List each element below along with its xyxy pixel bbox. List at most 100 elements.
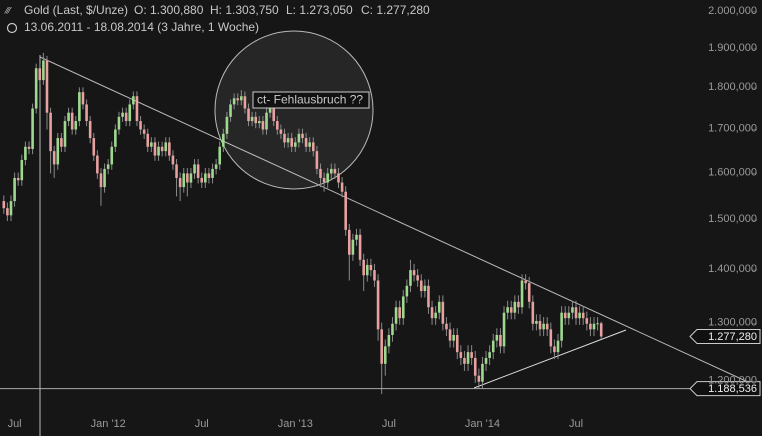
candle-body bbox=[311, 142, 315, 152]
candle-body bbox=[592, 323, 596, 330]
y-tick-label: 1.300,000 bbox=[708, 317, 757, 329]
candle-body bbox=[304, 138, 308, 147]
candle-body bbox=[329, 168, 333, 174]
candle-body bbox=[110, 146, 114, 165]
candle-body bbox=[391, 323, 394, 335]
price-marker-box bbox=[689, 329, 761, 345]
candle-body bbox=[218, 146, 222, 165]
x-tick-label: Jan '13 bbox=[278, 418, 313, 430]
candle-body bbox=[74, 121, 78, 130]
y-tick-label: 1.400,000 bbox=[708, 263, 757, 275]
candle-body bbox=[571, 307, 574, 313]
candle-body bbox=[283, 133, 286, 143]
candle-body bbox=[452, 334, 455, 341]
y-tick-label: 1.600,000 bbox=[708, 166, 757, 178]
candle-body bbox=[164, 142, 168, 152]
price-markers: 1.277,280 1.188,536 bbox=[0, 329, 761, 397]
candle-body bbox=[207, 173, 211, 178]
candle-body bbox=[272, 108, 276, 122]
candle-body bbox=[455, 334, 459, 353]
candle-body bbox=[499, 334, 502, 347]
ohlc-open: O: 1.300,880 bbox=[134, 3, 204, 17]
candle-body bbox=[243, 96, 247, 109]
candle-body bbox=[168, 142, 171, 156]
candle-body bbox=[63, 121, 67, 147]
candle-body bbox=[477, 375, 481, 382]
candle-body bbox=[38, 68, 42, 81]
candle-body bbox=[473, 357, 477, 376]
candle-body bbox=[236, 98, 240, 101]
y-tick-label: 2.000,000 bbox=[708, 5, 757, 17]
y-tick-label: 1.200,000 bbox=[708, 375, 757, 387]
candle-body bbox=[549, 329, 553, 347]
clock-icon bbox=[6, 22, 18, 34]
candle-body bbox=[211, 168, 214, 178]
candle-body bbox=[250, 116, 254, 122]
price-marker-box bbox=[689, 381, 761, 397]
candle-body bbox=[301, 133, 304, 139]
x-tick-label: Jan '12 bbox=[91, 418, 126, 430]
candle-body bbox=[419, 280, 423, 292]
candle-body bbox=[232, 98, 236, 105]
candle-body bbox=[578, 312, 581, 319]
candle-body bbox=[45, 60, 49, 113]
candle-body bbox=[9, 201, 13, 216]
candle-body bbox=[495, 334, 499, 341]
candle-body bbox=[49, 112, 52, 152]
candle-body bbox=[52, 151, 56, 165]
candle-body bbox=[96, 155, 99, 174]
candle-body bbox=[556, 340, 560, 353]
candle-body bbox=[6, 208, 9, 216]
candle-body bbox=[13, 177, 16, 202]
candle-body bbox=[124, 112, 128, 122]
candle-body bbox=[175, 164, 178, 178]
candle-body bbox=[222, 133, 225, 147]
candle-body bbox=[204, 173, 207, 183]
x-tick-label: Jul bbox=[8, 418, 22, 430]
candle-body bbox=[405, 285, 409, 297]
candle-body bbox=[538, 320, 542, 330]
candle-body bbox=[502, 312, 506, 347]
candle-body bbox=[517, 301, 520, 308]
candle-body bbox=[387, 334, 391, 347]
candle-body bbox=[513, 301, 517, 313]
candle-body bbox=[322, 177, 326, 183]
candle-body bbox=[182, 173, 186, 188]
candle-body bbox=[383, 346, 387, 364]
candle-body bbox=[340, 182, 344, 192]
y-tick-label: 1.900,000 bbox=[708, 42, 757, 54]
candle-body bbox=[261, 121, 265, 130]
candle-body bbox=[265, 112, 268, 130]
candle-body bbox=[279, 129, 283, 134]
header: ⁄⁄⁄ Gold (Last, $/Unze) O: 1.300,880 H: … bbox=[4, 3, 430, 34]
candle-body bbox=[376, 280, 380, 330]
candle-body bbox=[114, 129, 117, 147]
candle-body bbox=[319, 168, 322, 178]
x-tick-label: Jul bbox=[195, 418, 209, 430]
candle-body bbox=[135, 96, 139, 122]
candle-body bbox=[463, 357, 466, 364]
candle-body bbox=[506, 307, 509, 313]
candle-body bbox=[599, 323, 603, 337]
candle-body bbox=[78, 92, 81, 122]
candle-body bbox=[2, 201, 6, 209]
candle-body bbox=[369, 264, 373, 271]
candle-body bbox=[430, 307, 434, 319]
candle-body bbox=[409, 270, 412, 286]
candle-body bbox=[535, 320, 538, 324]
candle-body bbox=[214, 164, 218, 169]
candle-body bbox=[146, 133, 150, 147]
logo-icon: ⁄⁄⁄ bbox=[4, 5, 12, 15]
candle-body bbox=[229, 104, 232, 117]
candle-body bbox=[34, 68, 38, 109]
candle-body bbox=[563, 312, 567, 319]
candle-body bbox=[484, 357, 488, 364]
candle-body bbox=[560, 312, 563, 341]
candle-body bbox=[445, 323, 448, 330]
candle-body bbox=[153, 142, 157, 156]
candle-body bbox=[16, 177, 20, 181]
candle-body bbox=[196, 164, 200, 178]
candle-body bbox=[596, 323, 599, 325]
y-tick-label: 1.700,000 bbox=[708, 122, 757, 134]
highlight-circle bbox=[214, 30, 374, 190]
